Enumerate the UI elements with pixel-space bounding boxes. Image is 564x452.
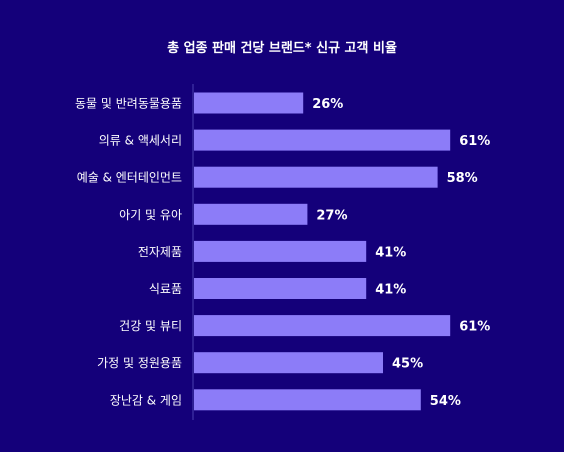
category-label: 예술 & 엔터테인먼트	[77, 171, 182, 185]
bar	[194, 203, 308, 225]
data-label: 61%	[459, 134, 490, 149]
category-label: 전자제품	[138, 245, 182, 259]
data-label: 61%	[459, 320, 490, 335]
bar	[194, 129, 451, 151]
category-label: 동물 및 반려동물용품	[75, 97, 182, 111]
bar-marks: 동물 및 반려동물용품 26% 의류 & 액세서리 61% 예술 & 엔터테인먼트 58%…	[75, 92, 490, 411]
category-label: 가정 및 정원용품	[97, 356, 182, 370]
bar	[194, 389, 421, 411]
bar	[194, 92, 304, 114]
data-label: 45%	[392, 357, 423, 372]
chart-title: 총 업종 판매 건당 브랜드* 신규 고객 비율	[167, 40, 397, 56]
category-label: 건강 및 뷰티	[119, 319, 182, 333]
category-label: 아기 및 유아	[119, 208, 182, 222]
data-label: 41%	[375, 245, 406, 260]
category-label: 식료품	[149, 282, 182, 296]
data-label: 58%	[447, 171, 478, 186]
bar	[194, 315, 451, 337]
bar	[194, 240, 367, 262]
bar	[194, 166, 438, 188]
bar	[194, 352, 383, 374]
bar	[194, 278, 367, 299]
category-label: 장난감 & 게임	[110, 393, 182, 407]
data-label: 27%	[316, 208, 347, 223]
data-label: 26%	[312, 97, 343, 112]
data-label: 54%	[430, 394, 461, 409]
data-label: 41%	[375, 283, 406, 298]
category-label: 의류 & 액세서리	[99, 134, 182, 148]
